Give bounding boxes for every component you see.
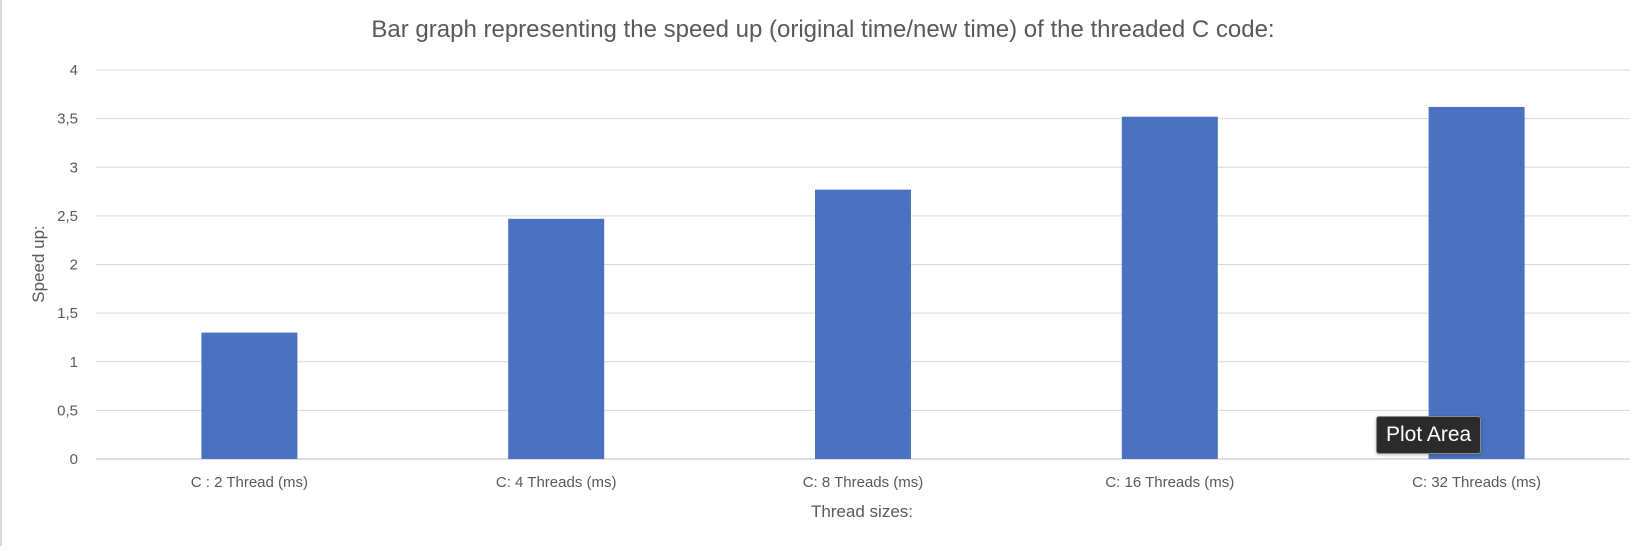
x-tick-label: C : 2 Thread (ms) <box>191 474 308 491</box>
left-edge-divider <box>0 0 2 546</box>
x-tick-label: C: 16 Threads (ms) <box>1105 474 1234 491</box>
y-tick-label: 1 <box>70 354 78 371</box>
bars[interactable] <box>201 106 1525 460</box>
y-tick-label: 1,5 <box>57 305 78 322</box>
x-tick-label: C: 4 Threads (ms) <box>496 474 617 491</box>
bar[interactable] <box>1121 116 1218 460</box>
y-axis-ticks: 0 0,5 1 1,5 2 2,5 3 3,5 4 <box>57 62 78 468</box>
y-tick-label: 3,5 <box>57 111 78 128</box>
x-tick-label: C: 32 Threads (ms) <box>1412 474 1541 491</box>
bar[interactable] <box>508 218 605 459</box>
y-tick-label: 0 <box>70 451 78 468</box>
y-tick-label: 2 <box>70 257 78 274</box>
y-tick-label: 3 <box>70 159 78 176</box>
y-tick-label: 2,5 <box>57 208 78 225</box>
y-tick-label: 4 <box>70 62 78 79</box>
bar[interactable] <box>815 189 911 459</box>
bar[interactable] <box>201 332 298 459</box>
x-tick-label: C: 8 Threads (ms) <box>803 474 924 491</box>
bar[interactable] <box>1428 106 1525 459</box>
chart-title: Bar graph representing the speed up (ori… <box>371 16 1274 43</box>
y-tick-label: 0,5 <box>57 402 78 419</box>
x-axis-ticks: C : 2 Thread (ms) C: 4 Threads (ms) C: 8 T… <box>191 474 1541 491</box>
y-axis-label: Speed up: <box>29 225 48 303</box>
plot-area-tooltip: Plot Area <box>1376 416 1482 454</box>
x-axis-label: Thread sizes: <box>811 502 913 521</box>
